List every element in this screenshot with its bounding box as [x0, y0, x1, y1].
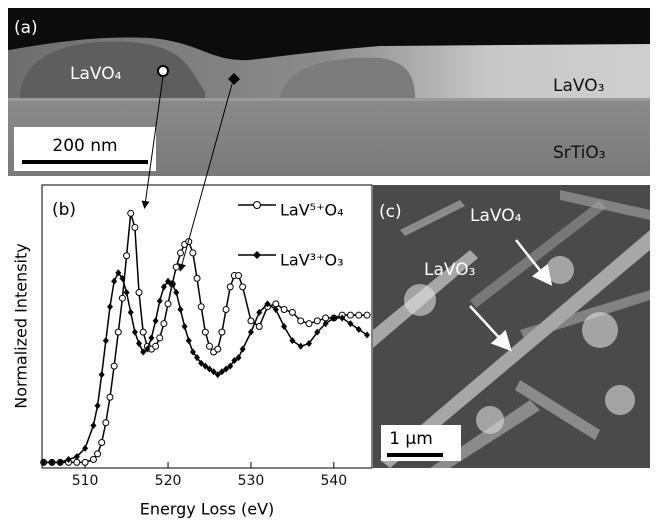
phase-label: LaVO₃ — [424, 260, 475, 280]
scale-bar — [387, 453, 443, 457]
figure: (a) LaVO₄ LaVO₃ SrTiO₃ 200 nm (c) LaVO₄ … — [0, 0, 657, 525]
marker — [306, 321, 312, 327]
marker — [356, 312, 362, 318]
marker — [298, 318, 304, 324]
x-tick-label: 520 — [155, 473, 182, 489]
phase-label: LaVO₄ — [470, 206, 522, 226]
marker — [248, 318, 254, 324]
legend-label: LaV⁵⁺O₄ — [280, 201, 344, 220]
y-axis-label: Normalized Intensity — [12, 243, 31, 408]
marker — [140, 329, 146, 335]
marker — [157, 335, 163, 341]
marker — [223, 307, 229, 313]
marker — [364, 312, 370, 318]
x-tick-label: 530 — [238, 473, 265, 489]
marker — [99, 440, 105, 446]
marker — [132, 224, 138, 230]
scale-label: 200 nm — [52, 136, 117, 156]
x-tick-label: 540 — [320, 473, 347, 489]
panel-label: (c) — [379, 202, 402, 222]
marker — [314, 318, 320, 324]
marker — [219, 329, 225, 335]
marker — [256, 324, 262, 330]
marker — [115, 329, 121, 335]
marker — [202, 329, 208, 335]
marker — [107, 394, 113, 400]
phase-label: LaVO₃ — [553, 76, 604, 96]
marker — [161, 321, 167, 327]
marker — [124, 253, 130, 259]
marker — [215, 346, 221, 352]
marker — [227, 284, 233, 290]
marker — [194, 275, 200, 281]
scale-bar — [22, 160, 148, 164]
marker — [190, 250, 196, 256]
marker — [82, 459, 88, 465]
marker — [347, 312, 353, 318]
panel-label: (a) — [14, 18, 38, 38]
marker — [240, 284, 246, 290]
marker — [153, 343, 159, 349]
marker — [136, 290, 142, 296]
marker — [173, 264, 179, 270]
marker — [74, 459, 80, 465]
panel-c: (c) LaVO₄ LaVO₃ 1 µm — [373, 185, 650, 468]
marker — [236, 273, 242, 279]
probe-point — [158, 66, 168, 76]
marker — [281, 307, 287, 313]
marker — [323, 315, 329, 321]
legend-label: LaV³⁺O₃ — [280, 251, 344, 270]
phase-label: LaVO₄ — [70, 64, 122, 84]
marker — [90, 457, 96, 463]
panel-b: (b) Energy Loss (eV) Normalized Intensit… — [12, 185, 373, 519]
marker — [165, 301, 171, 307]
scale-label: 1 µm — [389, 429, 433, 449]
marker — [198, 304, 204, 310]
marker — [111, 363, 117, 369]
marker — [95, 451, 101, 457]
marker — [273, 301, 279, 307]
x-tick-label: 510 — [72, 473, 99, 489]
marker — [206, 343, 212, 349]
marker — [119, 295, 125, 301]
marker — [128, 210, 134, 216]
legend-marker — [254, 202, 261, 209]
substrate-label: SrTiO₃ — [553, 143, 606, 163]
panel-label: (b) — [52, 200, 76, 220]
panel-a: (a) LaVO₄ LaVO₃ SrTiO₃ 200 nm — [8, 8, 650, 176]
x-axis-label: Energy Loss (eV) — [140, 500, 275, 519]
marker — [289, 309, 295, 315]
marker — [177, 250, 183, 256]
marker — [103, 420, 109, 426]
